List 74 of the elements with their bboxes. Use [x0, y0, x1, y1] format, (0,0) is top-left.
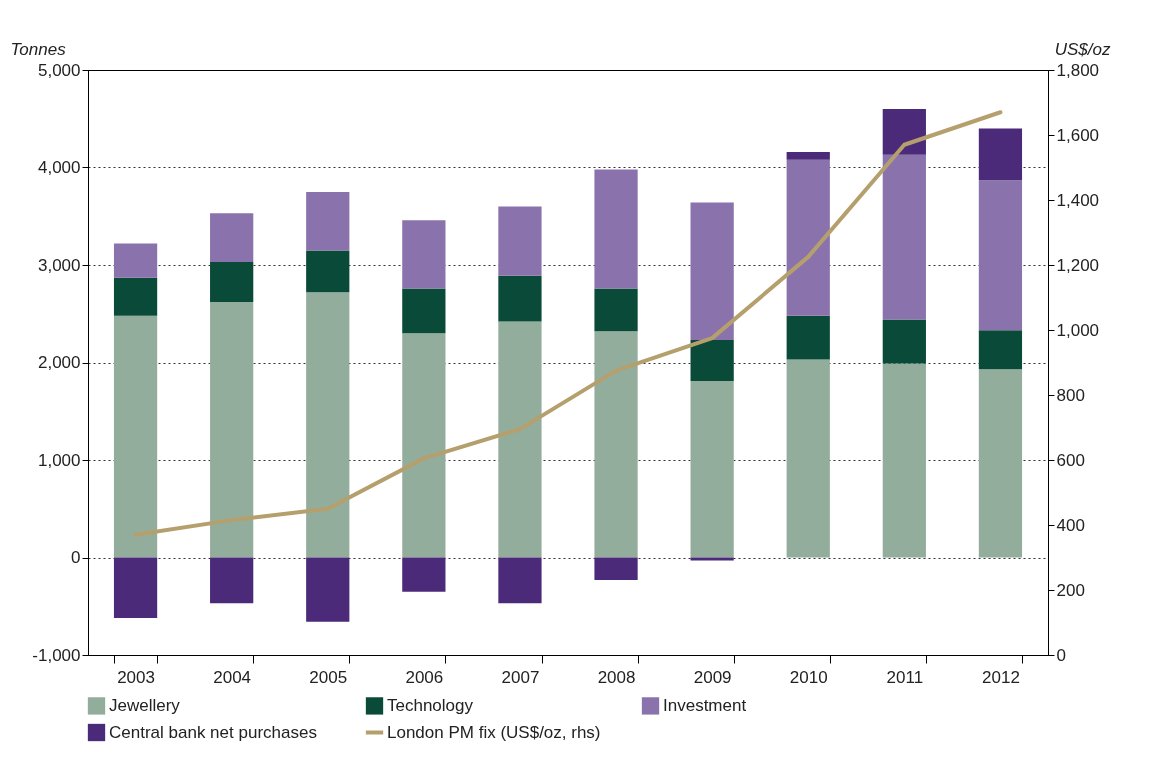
bar: [594, 169, 638, 289]
line-series: [133, 110, 1003, 537]
y-tick-label: 1,000: [37, 450, 81, 470]
y-tick-label: 5,000: [37, 60, 81, 80]
bar: [402, 557, 446, 592]
bar: [210, 213, 254, 263]
y2-tick-label: 1,000: [1056, 320, 1100, 340]
bar: [306, 557, 350, 622]
bar: [498, 557, 542, 604]
bar: [306, 191, 350, 251]
bar: [978, 180, 1023, 331]
bar: [498, 321, 542, 558]
bar: [882, 154, 926, 320]
bar: [113, 315, 158, 558]
bar: [882, 109, 926, 155]
bar: [594, 557, 638, 580]
y-tick-label: 0: [71, 548, 81, 567]
y-tick-label: -1,000: [32, 645, 81, 665]
bar: [786, 315, 830, 360]
y2-tick-label: 800: [1056, 385, 1085, 405]
bar: [113, 557, 158, 618]
x-tick-label: 2003: [117, 667, 155, 687]
x-tick-label: 2012: [982, 667, 1020, 687]
bar: [882, 319, 926, 364]
y2-tick-label: 400: [1056, 515, 1085, 535]
bar: [978, 128, 1023, 181]
bar: [498, 275, 542, 322]
y-tick-label: 3,000: [37, 255, 81, 275]
bar: [978, 369, 1023, 558]
x-tick-label: 2004: [213, 667, 252, 687]
y-tick-label: 2,000: [37, 353, 81, 372]
x-tick-label: 2010: [789, 667, 828, 687]
legend-label: Jewellery: [109, 695, 181, 715]
bar: [594, 331, 638, 558]
bar: [402, 333, 446, 558]
bar: [113, 243, 158, 278]
y2-tick-label: 600: [1056, 450, 1085, 470]
bar: [210, 262, 254, 303]
bar: [786, 159, 830, 316]
bar: [594, 288, 638, 332]
bar: [210, 557, 254, 604]
bar: [882, 363, 926, 558]
x-tick-label: 2008: [597, 667, 636, 687]
bar: [786, 359, 830, 558]
y2-tick-label: 0: [1056, 645, 1066, 665]
bar: [306, 292, 350, 558]
legend-label: Technology: [387, 695, 474, 715]
x-tick-label: 2009: [693, 667, 732, 687]
legend-label: Investment: [663, 695, 747, 715]
bar: [210, 302, 254, 558]
legend-label: Central bank net purchases: [109, 722, 317, 742]
y2-axis-title: US$/oz: [1054, 39, 1111, 59]
x-tick-label: 2005: [309, 667, 348, 687]
bar: [498, 206, 542, 276]
bar: [402, 220, 446, 289]
bar: [690, 202, 734, 341]
x-tick-label: 2006: [405, 667, 444, 687]
bar: [113, 277, 158, 316]
legend-label: London PM fix (US$/oz, rhs): [387, 722, 601, 742]
bar: [402, 288, 446, 334]
y2-tick-label: 1,600: [1056, 125, 1100, 145]
y2-tick-label: 200: [1056, 580, 1085, 600]
y2-tick-label: 1,800: [1056, 60, 1100, 80]
y2-tick-label: 1,400: [1056, 190, 1100, 210]
bar: [690, 381, 734, 558]
y-tick-label: 4,000: [37, 158, 81, 177]
bar: [306, 250, 350, 293]
bar: [786, 151, 830, 160]
bar: [978, 330, 1023, 370]
bar: [690, 340, 734, 382]
x-tick-label: 2011: [886, 667, 924, 687]
y2-tick-label: 1,200: [1056, 255, 1100, 275]
y-axis-title: Tonnes: [10, 39, 67, 59]
x-tick-label: 2007: [501, 667, 540, 687]
